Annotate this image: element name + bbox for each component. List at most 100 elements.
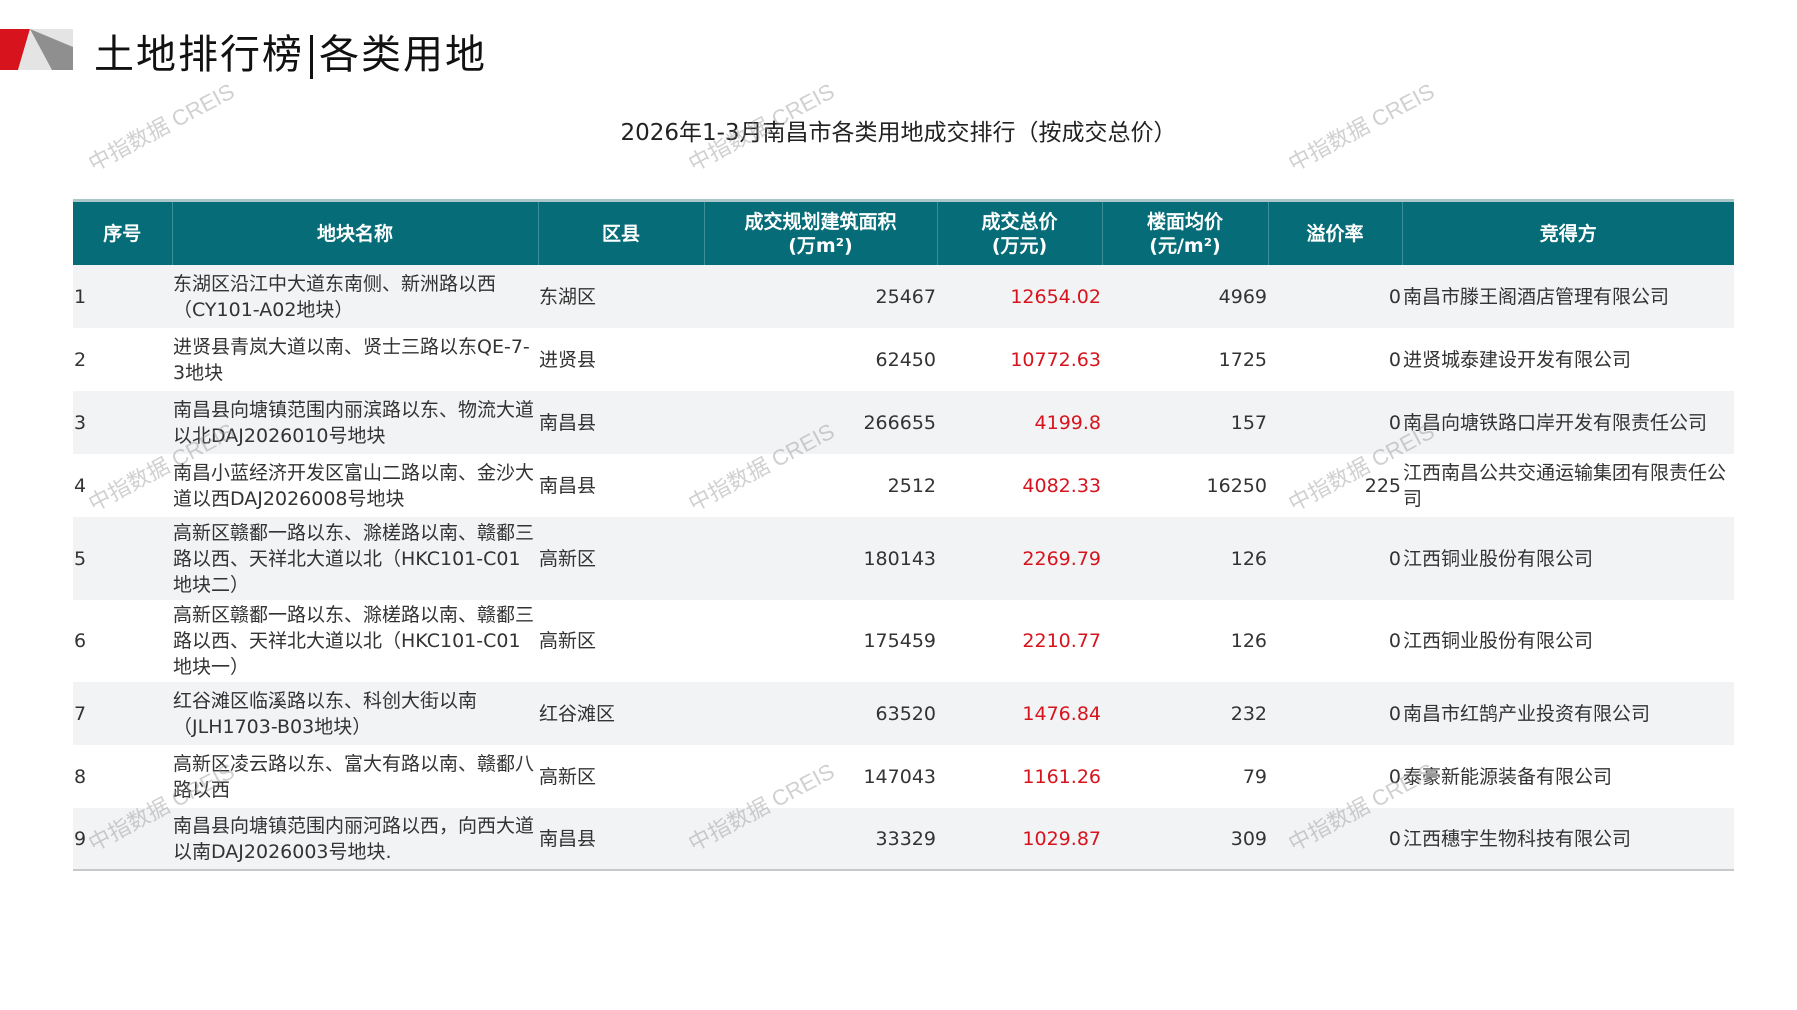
premium-rate-cell: 225 [1364,474,1401,497]
building-area-cell: 180143 [704,517,937,600]
row-number-cell: 2 [74,348,87,371]
building-area-cell: 33329 [704,808,937,871]
unit-price-cell: 16250 [1206,474,1267,497]
premium-rate-cell: 0 [1268,265,1402,328]
title-separator [310,35,313,79]
page-title: 土地排行榜 各类用地 [94,22,487,80]
buyer-cell: 南昌市红鹄产业投资有限公司 [1402,682,1734,745]
premium-rate-cell: 0 [1268,517,1402,600]
column-header-line: 竞得方 [1539,222,1597,245]
total-price-cell: 10772.63 [1010,348,1101,371]
column-header-line: (万m²) [788,234,853,257]
land-name-cell: 高新区赣鄱一路以东、滁槎路以南、赣鄱三路以西、天祥北大道以北（HKC101-C0… [173,604,535,678]
building-area-cell: 63520 [704,682,937,745]
table-row: 8 高新区凌云路以东、富大有路以南、赣鄱八路以西 高新区 147043 1161.26 7… [73,745,1734,808]
district-cell: 高新区 [539,630,597,652]
building-area-cell: 266655 [704,391,937,454]
column-header: 溢价率 [1267,199,1402,265]
page-title-sub: 各类用地 [319,32,487,78]
total-price-cell: 2210.77 [1022,630,1101,652]
total-price-cell: 12654.02 [937,265,1102,328]
table-row: 6 高新区赣鄱一路以东、滁槎路以南、赣鄱三路以西、天祥北大道以北（HKC101-C… [73,600,1734,682]
row-number-cell: 7 [73,682,172,745]
building-area-cell: 62450 [875,348,936,371]
land-name-cell: 东湖区沿江中大道东南侧、新洲路以西（CY101-A02地块） [172,265,538,328]
land-name-cell: 高新区赣鄱一路以东、滁槎路以南、赣鄱三路以西、天祥北大道以北（HKC101-C0… [172,517,538,600]
column-header: 序号 [73,199,172,265]
column-header-line: (万元) [991,234,1048,257]
building-area-cell: 25467 [704,265,937,328]
district-cell: 红谷滩区 [538,682,704,745]
row-number-cell: 3 [73,391,172,454]
district-cell: 南昌县 [538,808,704,871]
table-row: 9 南昌县向塘镇范围内丽河路以西，向西大道以南DAJ2026003号地块. 南昌县 3… [73,808,1734,871]
unit-price-cell: 4969 [1102,265,1268,328]
column-header-line: 地块名称 [316,222,393,245]
buyer-cell: 进贤城泰建设开发有限公司 [1403,348,1632,371]
column-header: 楼面均价 (元/m²) [1101,199,1268,265]
unit-price-cell: 232 [1102,682,1268,745]
row-number-cell: 9 [73,808,172,871]
table-row: 2 进贤县青岚大道以南、贤士三路以东QE-7-3地块 进贤县 62450 10772.6… [73,328,1734,391]
buyer-cell: 江西穗宇生物科技有限公司 [1402,808,1734,871]
column-header: 成交总价 (万元) [936,199,1102,265]
total-price-cell: 2269.79 [937,517,1102,600]
row-number-cell: 4 [74,474,87,497]
column-header-line: 序号 [103,222,142,245]
column-header-line: (元/m²) [1149,234,1221,257]
brand-logo [0,29,73,70]
column-header: 竞得方 [1401,199,1734,265]
district-cell: 高新区 [539,765,597,788]
column-header: 地块名称 [171,199,538,265]
land-name-cell: 南昌县向塘镇范围内丽河路以西，向西大道以南DAJ2026003号地块. [172,808,538,871]
land-ranking-table: 序号 地块名称 区县 成交规划建筑面积 (万m²) 成交总价 (万元) 楼面均价 (元/m²) 溢… [73,199,1734,871]
row-number-cell: 5 [73,517,172,600]
building-area-cell: 175459 [863,630,936,652]
row-number-cell: 6 [74,630,87,652]
total-price-cell: 1476.84 [937,682,1102,745]
land-name-cell: 南昌县向塘镇范围内丽滨路以东、物流大道以北DAJ2026010号地块 [172,391,538,454]
column-header-line: 区县 [601,222,640,245]
premium-rate-cell: 0 [1388,348,1401,371]
buyer-cell: 江西铜业股份有限公司 [1402,517,1734,600]
page-title-main: 土地排行榜 [94,32,304,78]
table-row: 4 南昌小蓝经济开发区富山二路以南、金沙大道以西DAJ2026008号地块 南昌县 2… [73,454,1734,517]
column-header: 区县 [537,199,704,265]
buyer-cell: 江西南昌公共交通运输集团有限责任公司 [1403,461,1727,510]
unit-price-cell: 79 [1242,765,1267,788]
total-price-cell: 1029.87 [937,808,1102,871]
district-cell: 南昌县 [538,391,704,454]
unit-price-cell: 157 [1102,391,1268,454]
buyer-cell: 江西铜业股份有限公司 [1403,630,1594,652]
district-cell: 进贤县 [539,348,597,371]
land-name-cell: 南昌小蓝经济开发区富山二路以南、金沙大道以西DAJ2026008号地块 [173,461,535,510]
unit-price-cell: 126 [1230,630,1267,652]
land-name-cell: 进贤县青岚大道以南、贤士三路以东QE-7-3地块 [173,335,530,384]
column-header-line: 成交总价 [981,210,1058,233]
row-number-cell: 1 [73,265,172,328]
buyer-cell: 泰豪新能源装备有限公司 [1403,765,1613,788]
table-row: 5 高新区赣鄱一路以东、滁槎路以南、赣鄱三路以西、天祥北大道以北（HKC101-C… [73,517,1734,600]
district-cell: 南昌县 [539,474,597,497]
column-header-line: 楼面均价 [1146,210,1223,233]
table-row: 7 红谷滩区临溪路以东、科创大街以南（JLH1703-B03地块） 红谷滩区 6352… [73,682,1734,745]
column-header-line: 成交规划建筑面积 [744,210,897,233]
building-area-cell: 147043 [863,765,936,788]
total-price-cell: 4199.8 [937,391,1102,454]
district-cell: 东湖区 [538,265,704,328]
total-price-cell: 4082.33 [1022,474,1101,497]
unit-price-cell: 309 [1102,808,1268,871]
buyer-cell: 南昌向塘铁路口岸开发有限责任公司 [1402,391,1734,454]
table-header-row: 序号 地块名称 区县 成交规划建筑面积 (万m²) 成交总价 (万元) 楼面均价 (元/m²) 溢… [73,199,1734,265]
premium-rate-cell: 0 [1268,391,1402,454]
building-area-cell: 2512 [887,474,936,497]
land-name-cell: 高新区凌云路以东、富大有路以南、赣鄱八路以西 [173,752,535,801]
premium-rate-cell: 0 [1388,765,1401,788]
district-cell: 高新区 [538,517,704,600]
land-name-cell: 红谷滩区临溪路以东、科创大街以南（JLH1703-B03地块） [172,682,538,745]
column-header-line: 溢价率 [1306,222,1364,245]
table-row: 3 南昌县向塘镇范围内丽滨路以东、物流大道以北DAJ2026010号地块 南昌县 26… [73,391,1734,454]
table-title: 2026年1-3月南昌市各类用地成交排行（按成交总价） [620,120,1177,146]
total-price-cell: 1161.26 [1022,765,1101,788]
premium-rate-cell: 0 [1388,630,1401,652]
